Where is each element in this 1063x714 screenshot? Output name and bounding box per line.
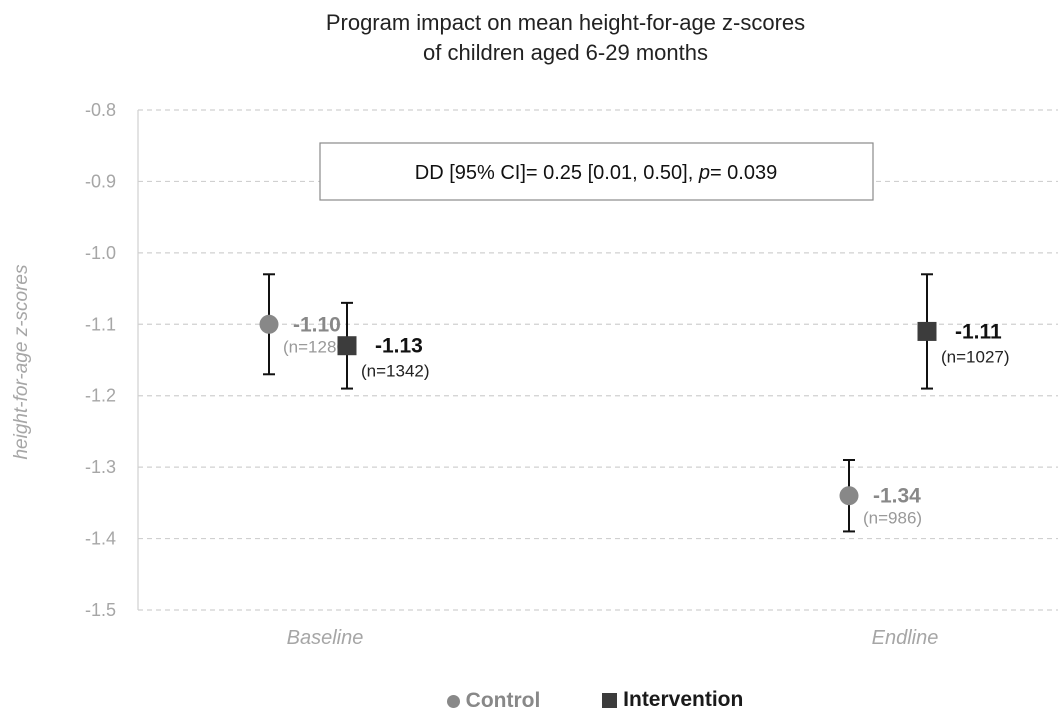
- data-label: -1.13: [375, 335, 423, 358]
- annotation-text: DD [95% CI]= 0.25 [0.01, 0.50], p= 0.039: [415, 162, 777, 184]
- annotation-suffix: = 0.039: [710, 162, 777, 184]
- y-tick-label: -1.0: [85, 243, 116, 263]
- y-tick-label: -1.3: [85, 457, 116, 477]
- y-tick-label: -1.2: [85, 386, 116, 406]
- annotation-box: [319, 142, 874, 201]
- y-tick-label: -1.5: [85, 600, 116, 620]
- legend-item-intervention: Intervention: [602, 688, 743, 712]
- sample-size-label: (n=1027): [941, 347, 1010, 366]
- legend-label-intervention: Intervention: [623, 688, 744, 711]
- chart-title-line-2: of children aged 6-29 months: [423, 40, 708, 65]
- data-point-intervention: [917, 321, 937, 341]
- sample-size-label: (n=1286): [283, 337, 352, 356]
- sample-size-label: (n=1342): [361, 362, 430, 381]
- legend: Control Intervention: [0, 688, 1063, 714]
- data-point-control: [259, 314, 279, 334]
- square-icon: [602, 692, 618, 708]
- y-tick-label: -0.9: [85, 171, 116, 191]
- circle-icon: [446, 694, 460, 708]
- annotation-p-symbol: p: [698, 162, 710, 184]
- data-point-control: [839, 486, 859, 506]
- chart-title-line-1: Program impact on mean height-for-age z-…: [325, 10, 806, 35]
- data-label: -1.34: [873, 485, 921, 508]
- y-tick-label: -1.4: [85, 529, 116, 549]
- y-tick-label: -1.1: [85, 314, 116, 334]
- y-tick-label: -0.8: [85, 100, 116, 120]
- annotation-prefix: DD [95% CI]= 0.25 [0.01, 0.50],: [415, 162, 699, 184]
- sample-size-label: (n=986): [863, 509, 922, 528]
- data-point-intervention: [337, 336, 357, 356]
- legend-label-control: Control: [465, 689, 541, 712]
- x-tick-label: Baseline: [287, 627, 364, 649]
- legend-item-control: Control: [446, 689, 541, 713]
- x-tick-label: Endline: [872, 627, 939, 649]
- chart-title: Program impact on mean height-for-age z-…: [0, 8, 1063, 68]
- data-label: -1.11: [955, 320, 1002, 343]
- data-label: -1.10: [293, 313, 341, 336]
